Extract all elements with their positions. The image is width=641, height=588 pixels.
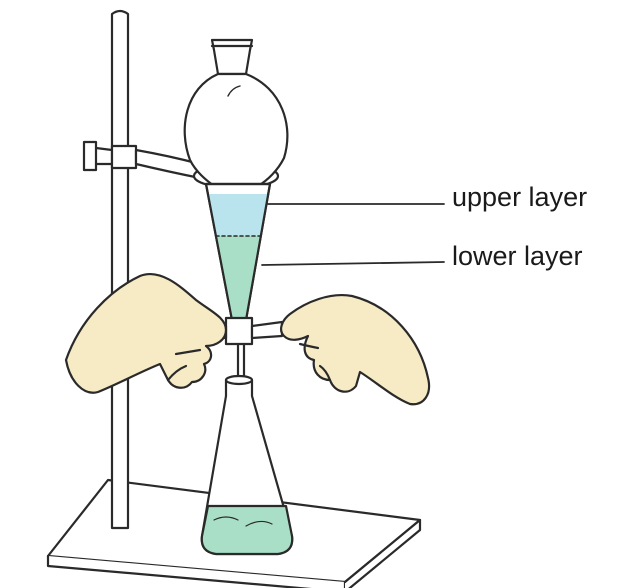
lower-layer-label: lower layer <box>452 241 583 271</box>
upper-layer-liquid <box>208 194 268 236</box>
funnel-cone <box>204 182 272 322</box>
stand-rod <box>110 9 130 530</box>
right-hand <box>280 294 431 406</box>
funnel-bulb <box>183 72 289 188</box>
lower-layer-leader <box>261 261 445 266</box>
erlenmeyer-flask <box>200 374 294 556</box>
flask-liquid <box>200 504 294 556</box>
left-hand <box>64 273 228 394</box>
funnel-stopper <box>210 38 254 76</box>
upper-layer-label: upper layer <box>452 182 588 212</box>
